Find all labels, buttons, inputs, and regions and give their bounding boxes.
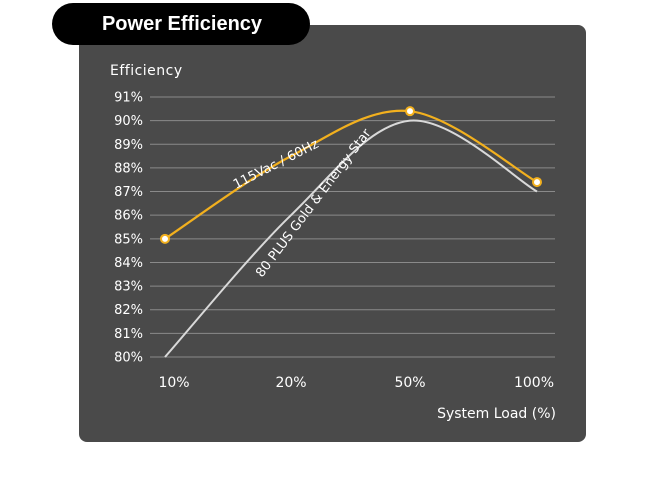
series-label-115vac: 115Vac / 60Hz xyxy=(231,137,321,193)
y-tick-label: 80% xyxy=(114,351,143,366)
series-markers-115vac xyxy=(160,106,542,244)
data-point xyxy=(405,106,415,117)
y-tick-label: 90% xyxy=(114,114,143,129)
y-tick-label: 86% xyxy=(114,209,143,224)
y-axis-label: Efficiency xyxy=(110,63,183,79)
series-line-115vac xyxy=(164,109,538,240)
chart-panel xyxy=(79,25,586,442)
series-line-80plus xyxy=(164,119,538,358)
grid-lines xyxy=(150,96,555,358)
y-tick-label: 83% xyxy=(114,280,143,295)
y-tick-label: 81% xyxy=(114,327,143,342)
y-tick-label: 84% xyxy=(114,256,143,271)
page-title: Power Efficiency xyxy=(52,3,310,45)
y-tick-label: 88% xyxy=(114,161,143,176)
y-tick-label: 85% xyxy=(114,232,143,247)
x-tick-label: 10% xyxy=(158,375,189,391)
x-tick-label: 100% xyxy=(514,375,554,391)
x-tick-label: 50% xyxy=(394,375,425,391)
y-tick-labels: 80% 81% 82% 83% 84% 85% 86% 87% 88% 89% 90% 91% xyxy=(114,91,143,366)
x-tick-labels: 10% 20% 50% 100% xyxy=(158,375,554,391)
y-tick-label: 91% xyxy=(114,91,143,106)
x-axis-label: System Load (%) xyxy=(437,406,556,422)
y-tick-label: 82% xyxy=(114,303,143,318)
data-point xyxy=(532,177,542,188)
x-tick-label: 20% xyxy=(275,375,306,391)
data-point xyxy=(160,233,170,244)
y-tick-label: 87% xyxy=(114,185,143,200)
y-tick-label: 89% xyxy=(114,138,143,153)
